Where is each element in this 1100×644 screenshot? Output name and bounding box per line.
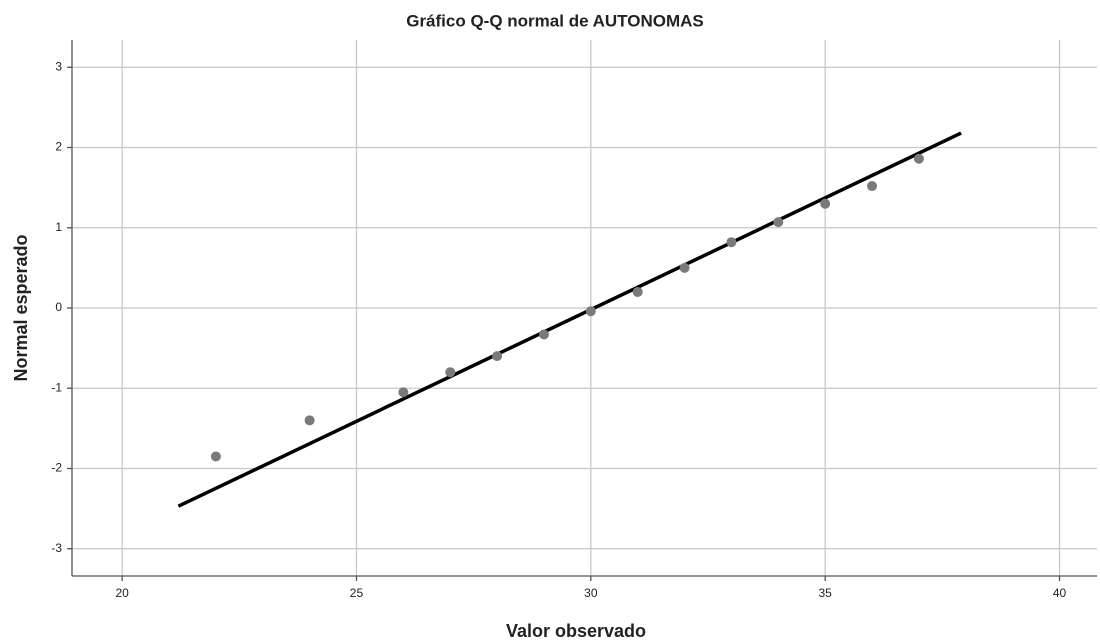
point (398, 387, 409, 398)
point (913, 153, 924, 164)
point (304, 415, 315, 426)
point (820, 198, 831, 209)
y-tick-label: 3 (55, 59, 62, 73)
point (492, 351, 503, 362)
point (726, 237, 737, 248)
x-tick-label: 35 (818, 586, 832, 600)
y-tick-label: 1 (55, 220, 62, 234)
y-tick-label: -2 (51, 461, 62, 475)
point (867, 181, 878, 192)
y-tick-label: -1 (51, 380, 62, 394)
point (679, 262, 690, 273)
y-tick-label: 2 (55, 140, 62, 154)
chart-title: Gráfico Q-Q normal de AUTONOMAS (406, 11, 704, 30)
point (585, 306, 596, 317)
point (538, 329, 549, 340)
x-tick-label: 30 (584, 586, 598, 600)
point (445, 367, 456, 378)
y-axis-label: Normal esperado (11, 234, 31, 381)
point (773, 217, 784, 228)
x-tick-label: 40 (1053, 586, 1067, 600)
y-tick-label: 0 (55, 300, 62, 314)
point (210, 451, 221, 462)
x-axis-label: Valor observado (506, 621, 646, 641)
x-tick-label: 25 (350, 586, 364, 600)
y-tick-label: -3 (51, 541, 62, 555)
point (632, 286, 643, 297)
x-tick-label: 20 (115, 586, 129, 600)
reference-line (177, 131, 962, 508)
